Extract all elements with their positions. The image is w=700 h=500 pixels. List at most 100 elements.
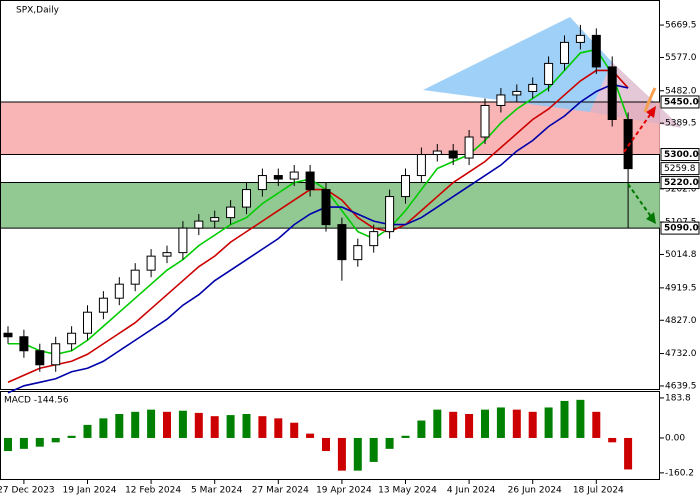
macd-bar <box>258 416 267 438</box>
candle-body <box>401 175 410 198</box>
macd-bar <box>242 414 251 438</box>
y-tick-label: 4732.0 <box>665 349 697 359</box>
macd-bar <box>163 411 171 438</box>
level-label-box <box>660 95 700 109</box>
level-label: 5090.0 <box>664 224 699 234</box>
candle-body <box>416 154 426 177</box>
macd-title: MACD -144.56 <box>4 396 69 406</box>
last-price-label: 5259.8 <box>664 164 696 174</box>
macd-bar <box>178 410 187 438</box>
y-tick-label: 0.00 <box>665 433 685 443</box>
candle-body <box>464 136 474 159</box>
candle-body <box>607 66 617 120</box>
macd-bar <box>67 435 76 438</box>
candle-body <box>98 297 108 313</box>
candle-body <box>226 206 236 219</box>
macd-bar <box>433 409 442 438</box>
y-tick-label: 5669.5 <box>665 21 697 31</box>
candle-body <box>369 231 379 247</box>
macd-bar <box>417 420 426 438</box>
candle-body <box>321 189 331 226</box>
x-tick-label: 27 Dec 2023 <box>0 486 55 496</box>
last-price-box <box>660 162 700 176</box>
level-label-box <box>660 221 700 235</box>
level-label: 5220.0 <box>664 178 699 188</box>
level-label: 5450.0 <box>664 97 699 107</box>
candle-body <box>496 94 506 106</box>
macd-bar <box>306 433 315 438</box>
candle-body <box>480 104 490 138</box>
y-tick-label: -160.2 <box>665 468 694 478</box>
y-tick-label: 4919.5 <box>665 283 697 293</box>
macd-bar <box>385 437 394 449</box>
y-tick-label: 5482.0 <box>665 86 697 96</box>
macd-bar <box>337 437 346 471</box>
forecast-up <box>623 111 653 153</box>
macd-bar <box>19 437 28 449</box>
candle-body <box>242 189 251 208</box>
macd-bar <box>274 418 283 438</box>
macd-bar <box>369 437 378 462</box>
candle-body <box>130 269 140 285</box>
macd-bar <box>512 409 521 438</box>
candle-body <box>305 171 315 191</box>
candle-body <box>591 34 601 68</box>
candle-body <box>623 118 633 170</box>
candle-body <box>35 350 45 366</box>
candle-body <box>575 34 585 43</box>
y-tick-label: 5577.0 <box>665 53 697 63</box>
macd-bar <box>147 409 156 438</box>
x-tick-label: 4 Jun 2024 <box>447 486 496 496</box>
candle-body <box>385 196 395 233</box>
x-tick-label: 12 Feb 2024 <box>125 486 181 496</box>
zone <box>1 101 660 155</box>
candle-body <box>257 175 267 191</box>
macd-bar <box>115 414 124 438</box>
macd-bar <box>4 437 12 452</box>
arrow-head <box>646 212 656 224</box>
macd-bar <box>449 411 458 438</box>
candle-body <box>83 311 92 334</box>
candle-body <box>289 171 299 180</box>
macd-bar <box>210 416 219 438</box>
moving-average <box>8 48 629 356</box>
macd-bar <box>592 411 601 438</box>
x-tick-label: 13 May 2024 <box>378 486 437 496</box>
candle-body <box>146 255 156 271</box>
y-tick-label: 5202.0 <box>665 184 697 194</box>
candle-body <box>67 332 77 345</box>
y-tick-label: 183.8 <box>665 393 691 403</box>
candle-body <box>512 90 522 96</box>
macd-bar <box>401 435 410 438</box>
candle-body <box>19 336 29 352</box>
arrow-head <box>646 106 656 118</box>
y-tick-label: 5014.8 <box>665 250 697 260</box>
y-tick-label: 5389.5 <box>665 119 697 129</box>
macd-bar <box>560 400 569 438</box>
candle-body <box>178 227 188 254</box>
x-tick-label: 27 Mar 2024 <box>252 486 309 496</box>
candle-body <box>560 41 569 64</box>
macd-bar <box>528 411 537 438</box>
macd-bar <box>481 409 489 438</box>
macd-bar <box>496 407 505 438</box>
macd-bar <box>194 412 203 438</box>
candle-body <box>162 252 172 257</box>
macd-bar <box>465 414 474 438</box>
candle-body <box>273 175 283 180</box>
candle-body <box>337 224 347 261</box>
arrow-curve <box>643 87 657 113</box>
level-label: 5300.0 <box>664 150 699 160</box>
macd-bar <box>35 437 44 447</box>
x-tick-label: 19 Jan 2024 <box>63 486 117 496</box>
macd-bar <box>608 437 617 443</box>
y-tick-label: 4639.5 <box>665 381 697 391</box>
x-tick-label: 5 Mar 2024 <box>191 486 243 496</box>
macd-bar <box>226 415 235 438</box>
macd-bar <box>83 424 92 438</box>
x-tick-label: 26 Jun 2024 <box>508 486 562 496</box>
macd-bar <box>131 411 140 438</box>
macd-bar <box>624 437 633 470</box>
chart-title: SPX,Daily <box>16 6 60 16</box>
